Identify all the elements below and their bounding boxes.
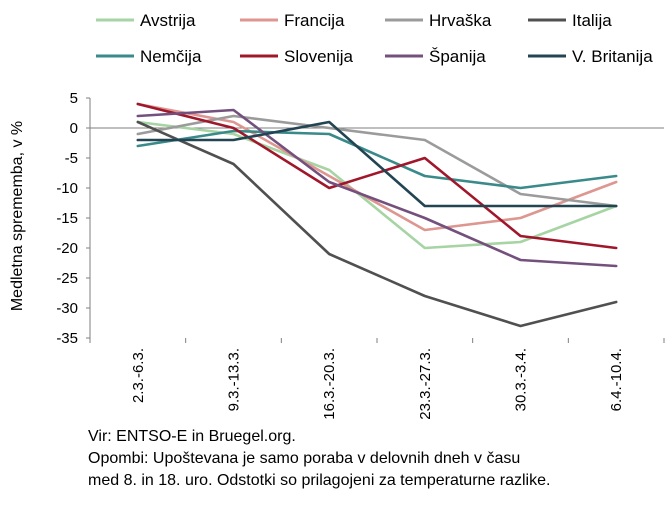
chart-legend: Avstrija Francija Hrvaška Italija Nemčija Slo… [96, 11, 653, 66]
y-tick-label: -15 [56, 210, 78, 227]
y-tick-label: -10 [56, 180, 78, 197]
legend-label: Francija [284, 11, 345, 30]
legend-label: Nemčija [140, 47, 202, 66]
series-line [136, 108, 618, 268]
y-tick-label: -5 [65, 150, 78, 167]
x-tick-label: 30.3.-3.4. [513, 348, 530, 411]
series-line [136, 102, 618, 250]
series-line [136, 120, 618, 250]
legend-label: Italija [572, 11, 612, 30]
y-tick-label: 0 [70, 120, 78, 137]
chart-notes: Vir: ENTSO-E in Bruegel.org. Opombi: Upo… [88, 426, 550, 492]
x-tick-label: 2.3.-6.3. [130, 348, 147, 403]
y-tick-label: -35 [56, 330, 78, 347]
source-note: Vir: ENTSO-E in Bruegel.org. [88, 428, 296, 445]
y-tick-label: -20 [56, 240, 78, 257]
x-tick-label: 9.3.-13.3. [226, 348, 243, 411]
x-tick-label: 6.4.-10.4. [608, 348, 625, 411]
remark-line-2: med 8. in 18. uro. Odstotki so prilagoje… [88, 472, 551, 489]
y-tick-label: -25 [56, 270, 78, 287]
x-tick-label: 16.3.-20.3. [321, 348, 338, 420]
y-tick-label: -30 [56, 300, 78, 317]
series-line [136, 120, 618, 328]
series-line [136, 114, 618, 208]
y-axis-title: Medletna sprememba, v % [9, 121, 26, 311]
series-line [136, 120, 618, 208]
line-chart: Avstrija Francija Hrvaška Italija Nemčija Slo… [9, 11, 665, 420]
remark-line-1: Opombi: Upoštevana je samo poraba v delo… [88, 450, 521, 467]
legend-label: Španija [429, 47, 486, 66]
series-line [136, 129, 618, 190]
y-tick-label: 5 [70, 90, 78, 107]
legend-label: Slovenija [284, 47, 354, 66]
x-tick-label: 23.3.-27.3. [417, 348, 434, 420]
legend-label: Avstrija [140, 11, 196, 30]
legend-label: Hrvaška [429, 11, 492, 30]
plot-area: 5 0 -5 -10 -15 -20 -25 -30 -35 2.3.-6.3. 9.3.-13.3… [56, 90, 665, 420]
legend-label: V. Britanija [572, 47, 653, 66]
